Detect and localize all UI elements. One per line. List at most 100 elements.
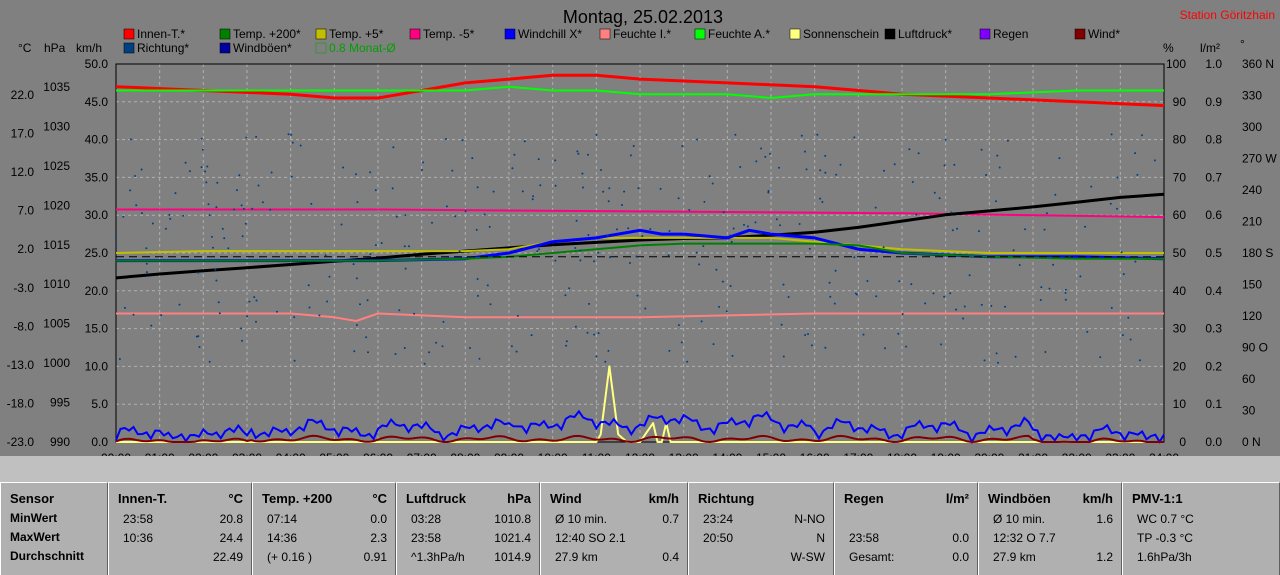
direction-point: [374, 244, 377, 247]
direction-point: [1044, 351, 1047, 353]
direction-point: [201, 148, 204, 151]
legend-swatch: [599, 28, 611, 40]
wind-axis-label: 10.0: [85, 359, 109, 373]
direction-point: [933, 191, 936, 194]
temp-axis-label: -13.0: [7, 358, 35, 372]
legend-swatch: [884, 28, 896, 40]
x-tick-label: 21:00: [1018, 451, 1048, 456]
direction-point: [236, 189, 238, 192]
direction-point: [893, 163, 896, 166]
direction-point: [908, 148, 911, 151]
summary-row-time: WC 0.7 °C: [1137, 512, 1194, 526]
direction-point: [582, 186, 584, 189]
direction-point: [276, 310, 278, 313]
direction-point: [1129, 338, 1132, 341]
direction-point: [564, 294, 567, 297]
direction-point: [122, 215, 125, 218]
direction-axis-label: 90 O: [1242, 341, 1268, 355]
rain-axis-label: 1.0: [1205, 57, 1222, 71]
direction-point: [632, 145, 635, 147]
direction-point: [365, 336, 368, 339]
direction-point: [956, 227, 959, 230]
direction-point: [882, 246, 885, 249]
direction-point: [1136, 173, 1139, 176]
direction-point: [200, 166, 203, 169]
direction-point: [708, 175, 711, 178]
direction-point: [129, 138, 132, 141]
legend-label: Windböen*: [233, 41, 292, 55]
summary-panel-title: Wind: [550, 491, 582, 506]
direction-point: [917, 152, 920, 155]
direction-point: [574, 247, 577, 249]
rain-axis-label: 0.8: [1205, 133, 1222, 147]
humidity-axis-label: 90: [1173, 95, 1187, 109]
direction-point: [575, 219, 578, 222]
summary-panel-title: Luftdruck: [406, 491, 466, 506]
direction-point: [608, 187, 611, 190]
direction-point: [251, 207, 254, 210]
direction-point: [718, 305, 721, 308]
legend-swatch: [409, 28, 421, 40]
direction-point: [875, 295, 878, 298]
summary-panel: Richtung 23:24 N-NO 20:50 N W-SW: [688, 482, 834, 575]
direction-point: [754, 221, 757, 224]
direction-point: [915, 213, 918, 216]
direction-point: [217, 301, 220, 304]
summary-row-value: N: [816, 531, 825, 545]
direction-point: [787, 296, 790, 298]
temp-axis-label: 17.0: [11, 127, 35, 141]
summary-panel-title: Temp. +200: [262, 491, 333, 506]
direction-point: [395, 215, 398, 218]
direction-point: [310, 202, 313, 205]
legend-label: Luftdruck*: [898, 27, 952, 41]
direction-point: [1110, 306, 1113, 309]
direction-point: [579, 259, 582, 262]
direction-point: [1024, 228, 1027, 231]
direction-point: [668, 230, 671, 232]
direction-point: [510, 345, 513, 348]
humidity-axis-label: 10: [1173, 397, 1187, 411]
direction-point: [269, 208, 272, 211]
direction-point: [593, 260, 596, 263]
direction-point: [677, 197, 680, 200]
summary-row-time: 23:58: [411, 531, 442, 545]
direction-point: [1121, 334, 1124, 337]
direction-point: [775, 218, 778, 221]
direction-point: [968, 274, 971, 277]
summary-row-time: TP -0.3 °C: [1137, 531, 1193, 545]
direction-point: [492, 190, 495, 193]
direction-point: [318, 314, 321, 317]
direction-point: [938, 197, 941, 200]
humidity-axis-label: 100: [1166, 57, 1186, 71]
direction-point: [779, 224, 781, 227]
direction-point: [962, 317, 965, 320]
direction-point: [565, 344, 568, 347]
direction-point: [435, 341, 438, 344]
direction-point: [828, 281, 831, 284]
weather-chart: 00:00 01:00 02:00 03:00 04:00 05:00 06:00 07:00…: [7, 7, 1278, 456]
temp-axis-label: 12.0: [11, 165, 35, 179]
direction-point: [862, 333, 865, 336]
x-tick-label: 23:00: [1105, 451, 1135, 456]
direction-axis-label: 150: [1242, 278, 1262, 292]
direction-point: [932, 292, 935, 295]
direction-point: [182, 214, 185, 217]
direction-point: [445, 205, 448, 208]
rain-axis-label: 0.6: [1205, 208, 1222, 222]
direction-point: [901, 313, 904, 315]
direction-point: [476, 294, 479, 297]
direction-point: [897, 332, 900, 335]
direction-point: [898, 280, 901, 283]
summary-row-label: Durchschnitt: [10, 549, 85, 563]
direction-point: [454, 215, 457, 218]
direction-point: [200, 137, 203, 140]
summary-row-time: 14:36: [267, 531, 298, 545]
direction-point: [606, 234, 609, 237]
direction-point: [1064, 288, 1067, 291]
direction-point: [428, 351, 431, 354]
direction-point: [1139, 359, 1141, 362]
legend-swatch: [979, 28, 991, 40]
direction-point: [955, 308, 958, 311]
direction-point: [245, 136, 248, 139]
summary-panel: Regen l/m² 23:58 0.0 Gesamt: 0.0: [834, 482, 978, 575]
